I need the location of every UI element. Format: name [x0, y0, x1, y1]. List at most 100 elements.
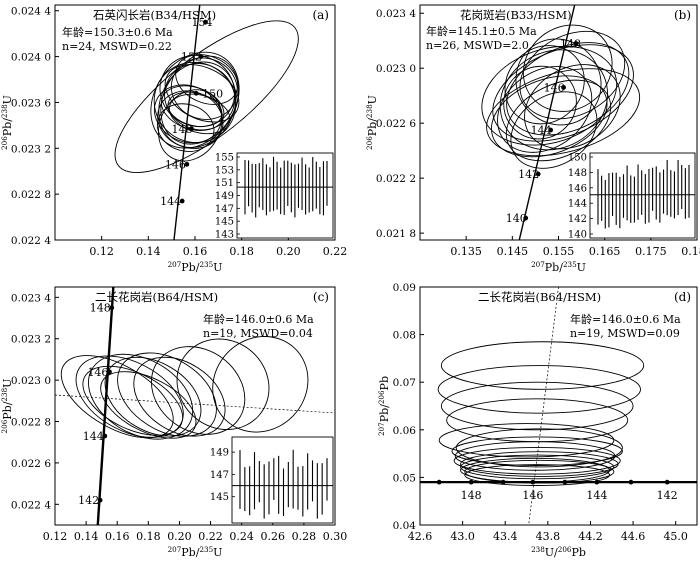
inset-tick-label: 146 — [568, 183, 587, 194]
discordia-line — [55, 394, 335, 414]
plot-area — [481, 5, 641, 240]
inset-tick-label: 151 — [215, 178, 234, 189]
x-tick-label: 0.155 — [543, 245, 575, 258]
error-ellipse — [453, 446, 621, 475]
y-tick-label: 0.022 2 — [376, 173, 416, 185]
y-tick-label: 0.023 2 — [11, 334, 51, 346]
panel-b: 140 142 144 146 148 0.135 0.145 0.155 0.165 0.175… — [365, 4, 700, 275]
error-ellipse — [159, 54, 236, 128]
y-tick-label: 0.022 6 — [11, 458, 51, 470]
panel-title: 石英闪长岩(B34/HSM) — [93, 8, 216, 22]
inset-tick-label: 140 — [568, 230, 587, 241]
y-tick-label: 0.023 6 — [11, 97, 51, 109]
error-ellipse — [440, 341, 645, 390]
y-axis-title: 206Pb/238U — [365, 95, 380, 150]
x-tick-label: 0.12 — [43, 530, 68, 543]
age-marker — [184, 161, 190, 167]
panel-title: 二长花岗岩(B64/HSM) — [478, 290, 601, 304]
inset-tick-label: 149 — [215, 191, 234, 202]
error-ellipse — [160, 55, 239, 145]
y-tick-label: 0.024 4 — [11, 6, 51, 18]
error-ellipse — [491, 75, 608, 158]
inset-frame — [236, 152, 334, 239]
error-ellipse — [464, 464, 611, 486]
age-marker — [179, 198, 185, 204]
age-marker — [500, 479, 506, 485]
inset-frame — [231, 436, 334, 524]
x-tick-label: 0.185 — [681, 245, 700, 258]
error-ellipse — [153, 61, 237, 144]
y-tick-label: 0.023 2 — [11, 143, 51, 155]
y-tick-label: 0.022 6 — [376, 118, 416, 130]
y-tick-label: 0.022 8 — [11, 417, 51, 429]
age-marker — [109, 305, 115, 311]
x-tick-label: 0.26 — [261, 530, 286, 543]
age-label: 140 — [506, 212, 527, 225]
x-tick-label: 0.16 — [105, 530, 130, 543]
age-label: 144 — [160, 195, 181, 208]
y-tick-label: 0.08 — [393, 330, 416, 342]
error-ellipse — [492, 44, 634, 142]
age-marker — [468, 479, 474, 485]
x-tick-label: 0.14 — [74, 530, 99, 543]
y-tick-label: 0.024 0 — [11, 52, 51, 64]
y-tick-label: 0.022 8 — [11, 189, 51, 201]
x-tick-label: 44.2 — [578, 530, 603, 543]
age-marker — [102, 433, 108, 439]
y-tick-label: 0.05 — [393, 472, 416, 484]
error-ellipse — [168, 93, 231, 135]
x-tick-label: 0.135 — [450, 245, 482, 258]
stats-annotation: n=24, MSWD=0.22 — [62, 40, 172, 53]
error-ellipse — [100, 371, 197, 439]
error-ellipse — [486, 68, 641, 157]
x-tick-label: 0.24 — [229, 530, 254, 543]
error-ellipse — [451, 436, 623, 466]
error-ellipse — [175, 54, 239, 105]
error-ellipse — [167, 91, 223, 127]
x-tick-label: 42.6 — [408, 530, 433, 543]
age-marker — [107, 369, 112, 375]
age-marker — [548, 127, 554, 133]
error-ellipse — [75, 355, 184, 438]
panel-label: (b) — [674, 8, 691, 22]
x-tick-label: 43.0 — [450, 530, 475, 543]
error-ellipse — [460, 451, 619, 477]
panel-label: (d) — [674, 290, 691, 304]
x-tick-label: 0.20 — [276, 245, 301, 258]
error-ellipse — [60, 355, 174, 439]
error-ellipse — [82, 365, 184, 436]
x-tick-label: 0.165 — [589, 245, 621, 258]
x-tick-label: 0.12 — [89, 245, 114, 258]
age-marker — [203, 19, 208, 25]
plot-area — [114, 5, 299, 240]
age-annotation: 年龄=146.0±0.6 Ma — [570, 312, 681, 326]
y-tick-label: 0.06 — [393, 425, 417, 437]
age-marker — [198, 54, 204, 59]
age-label: 144 — [586, 489, 607, 502]
x-tick-label: 43.4 — [493, 530, 518, 543]
error-ellipse — [438, 423, 615, 458]
x-axis-title: 207Pb/235U — [531, 260, 586, 275]
age-label: 144 — [531, 124, 552, 137]
error-ellipse — [522, 24, 613, 112]
age-marker — [561, 85, 566, 90]
y-tick-label: 0.023 0 — [376, 63, 416, 75]
age-marker — [193, 90, 199, 96]
x-tick-label: 0.14 — [136, 245, 161, 258]
x-tick-label: 45.0 — [663, 530, 688, 543]
error-ellipse — [440, 381, 634, 431]
y-tick-label: 0.07 — [393, 377, 416, 389]
plot-frame — [54, 286, 336, 526]
panel-label: (a) — [312, 8, 329, 22]
error-ellipse — [176, 338, 270, 430]
x-tick-label: 0.175 — [635, 245, 667, 258]
error-ellipse — [455, 428, 623, 468]
age-marker — [189, 126, 194, 132]
age-marker — [594, 479, 600, 485]
inset-tick-label: 147 — [210, 470, 229, 481]
age-marker — [523, 215, 529, 221]
x-tick-label: 43.8 — [536, 530, 561, 543]
age-label: 146 — [165, 158, 186, 171]
